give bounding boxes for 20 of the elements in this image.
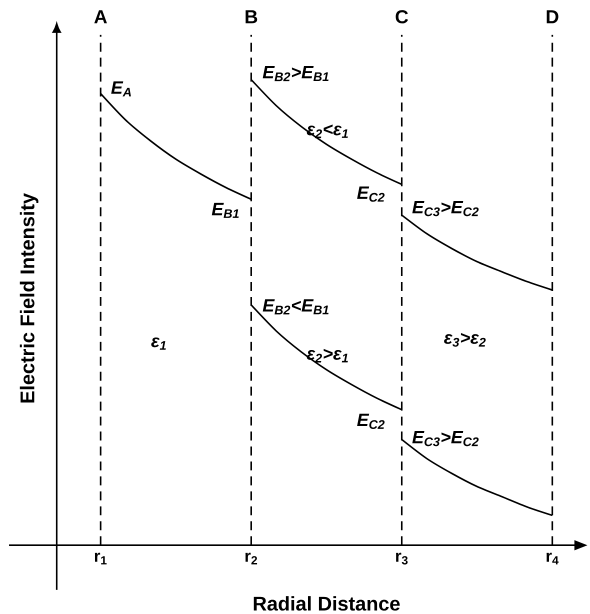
- annotation: E$_{C2}$: [357, 414, 385, 429]
- ref-line-label: B: [246, 10, 258, 24]
- annotation: E$_{C3}$>E$_{C2}$: [412, 430, 479, 446]
- annotation: E$_{B2}$>E$_{B1}$: [262, 66, 329, 82]
- annotation: ε$_{3}$>ε$_{2}$: [444, 333, 486, 347]
- x-tick-label: r$_{1}$: [94, 552, 107, 564]
- annotation: E$_{C2}$: [357, 186, 385, 202]
- y-axis-title: Electric Field Intensity: [20, 193, 38, 403]
- x-tick-label: r$_{4}$: [546, 552, 559, 564]
- ref-line-label: D: [546, 10, 558, 24]
- x-tick-label: r$_{3}$: [396, 552, 408, 564]
- annotation: E$_{B2}$<E$_{B1}$: [262, 299, 329, 314]
- annotation: E$_{B1}$: [212, 202, 239, 218]
- annotation: E$_{C3}$>E$_{C2}$: [412, 200, 479, 216]
- annotation: ε$_{1}$: [151, 337, 166, 350]
- ref-line-label: A: [94, 10, 107, 24]
- annotation: E$_{A}$: [111, 81, 131, 96]
- ref-line-label: C: [396, 10, 408, 24]
- x-axis-title: Radial Distance: [254, 596, 400, 611]
- x-tick-label: r$_{2}$: [245, 552, 258, 564]
